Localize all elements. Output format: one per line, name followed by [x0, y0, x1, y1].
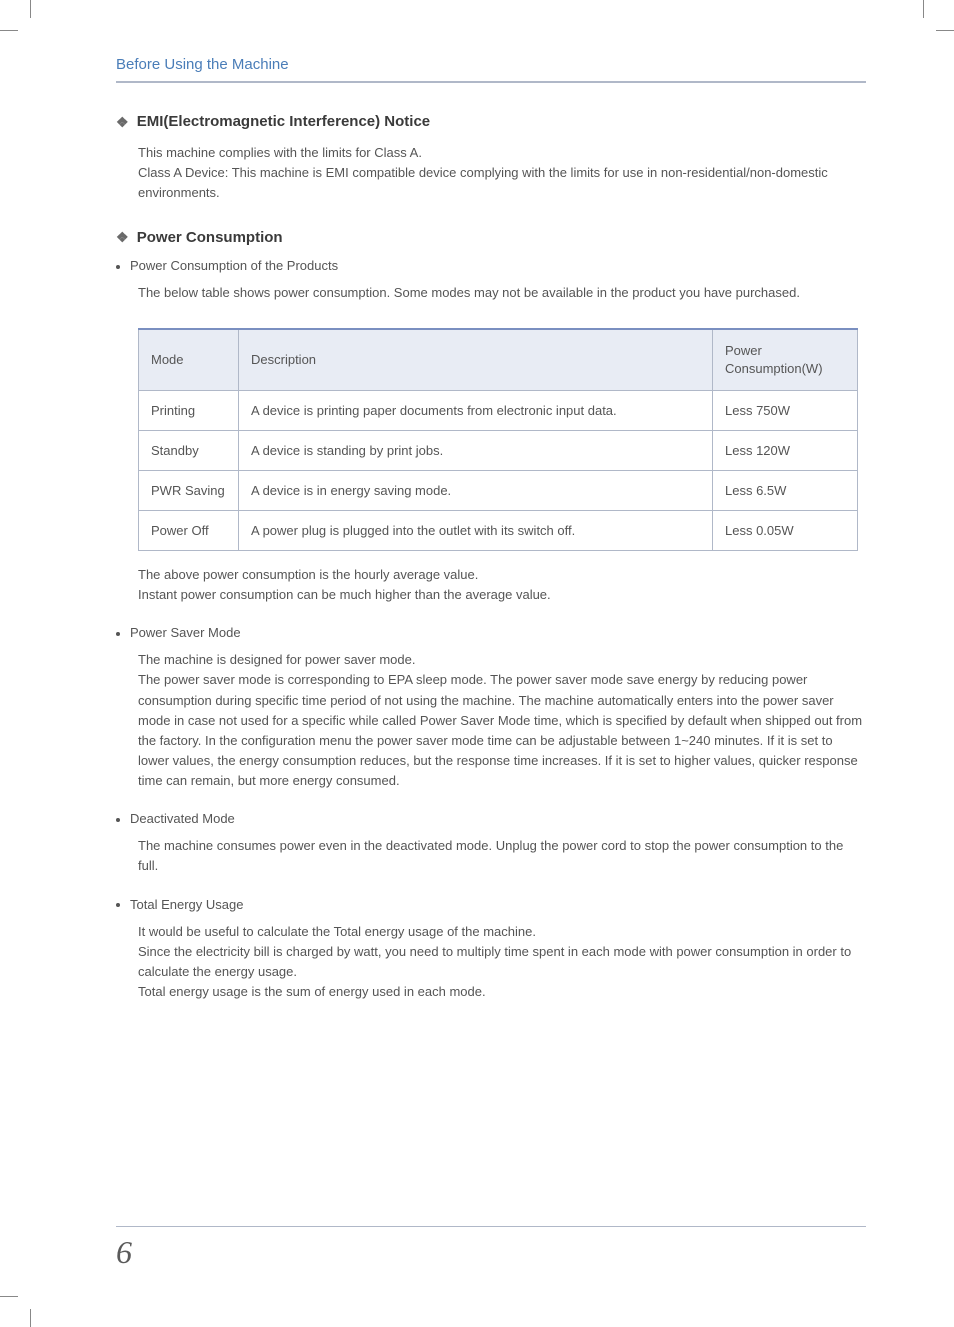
- emi-paragraph: This machine complies with the limits fo…: [116, 143, 866, 203]
- crop-mark: [0, 30, 18, 31]
- table-cell: A device is printing paper documents fro…: [239, 391, 713, 431]
- power-para2: The above power consumption is the hourl…: [116, 565, 866, 605]
- bullet-label: Power Consumption of the Products: [130, 258, 338, 273]
- table-row: Standby A device is standing by print jo…: [139, 431, 858, 471]
- crop-mark: [923, 0, 924, 18]
- footer-rule: [116, 1226, 866, 1227]
- section-emi-title: EMI(Electromagnetic Interference) Notice: [137, 113, 430, 130]
- table-header: Mode: [139, 329, 239, 391]
- power-para1: The below table shows power consumption.…: [116, 283, 866, 303]
- bullet-label: Total Energy Usage: [130, 897, 243, 912]
- table-cell: PWR Saving: [139, 471, 239, 511]
- diamond-bullet-icon: ❖: [116, 114, 129, 131]
- bullet-label: Power Saver Mode: [130, 625, 241, 640]
- power-consumption-table: Mode Description Power Consumption(W) Pr…: [138, 328, 858, 551]
- crop-mark: [30, 1309, 31, 1327]
- table-header: Power Consumption(W): [713, 329, 858, 391]
- page-number: 6: [116, 1234, 132, 1271]
- page-header: Before Using the Machine: [116, 56, 866, 83]
- table-header-row: Mode Description Power Consumption(W): [139, 329, 858, 391]
- table-cell: Less 120W: [713, 431, 858, 471]
- section-power-title: Power Consumption: [137, 229, 283, 246]
- table-row: PWR Saving A device is in energy saving …: [139, 471, 858, 511]
- table-cell: A power plug is plugged into the outlet …: [239, 511, 713, 551]
- crop-mark: [0, 1296, 18, 1297]
- table-row: Power Off A power plug is plugged into t…: [139, 511, 858, 551]
- bullet-marker-icon: [116, 903, 120, 907]
- table-cell: Less 0.05W: [713, 511, 858, 551]
- table-row: Printing A device is printing paper docu…: [139, 391, 858, 431]
- power-para3: The machine is designed for power saver …: [116, 650, 866, 791]
- bullet-marker-icon: [116, 265, 120, 269]
- table-cell: Standby: [139, 431, 239, 471]
- bullet-power-saver: Power Saver Mode: [116, 625, 866, 640]
- table-cell: Less 6.5W: [713, 471, 858, 511]
- page: Before Using the Machine ❖ EMI(Electroma…: [0, 0, 954, 1327]
- table-cell: Printing: [139, 391, 239, 431]
- table-header: Description: [239, 329, 713, 391]
- section-power-heading: ❖ Power Consumption: [116, 229, 866, 247]
- bullet-total-energy: Total Energy Usage: [116, 897, 866, 912]
- power-para5: It would be useful to calculate the Tota…: [116, 922, 866, 1003]
- bullet-label: Deactivated Mode: [130, 811, 235, 826]
- bullet-deactivated: Deactivated Mode: [116, 811, 866, 826]
- table-cell: A device is in energy saving mode.: [239, 471, 713, 511]
- table-cell: Less 750W: [713, 391, 858, 431]
- table-cell: Power Off: [139, 511, 239, 551]
- bullet-marker-icon: [116, 818, 120, 822]
- content-area: Before Using the Machine ❖ EMI(Electroma…: [116, 56, 866, 1020]
- crop-mark: [30, 0, 31, 18]
- crop-mark: [936, 30, 954, 31]
- bullet-marker-icon: [116, 632, 120, 636]
- bullet-power-products: Power Consumption of the Products: [116, 258, 866, 273]
- diamond-bullet-icon: ❖: [116, 229, 129, 246]
- table-cell: A device is standing by print jobs.: [239, 431, 713, 471]
- power-para4: The machine consumes power even in the d…: [116, 836, 866, 876]
- section-emi-heading: ❖ EMI(Electromagnetic Interference) Noti…: [116, 113, 866, 131]
